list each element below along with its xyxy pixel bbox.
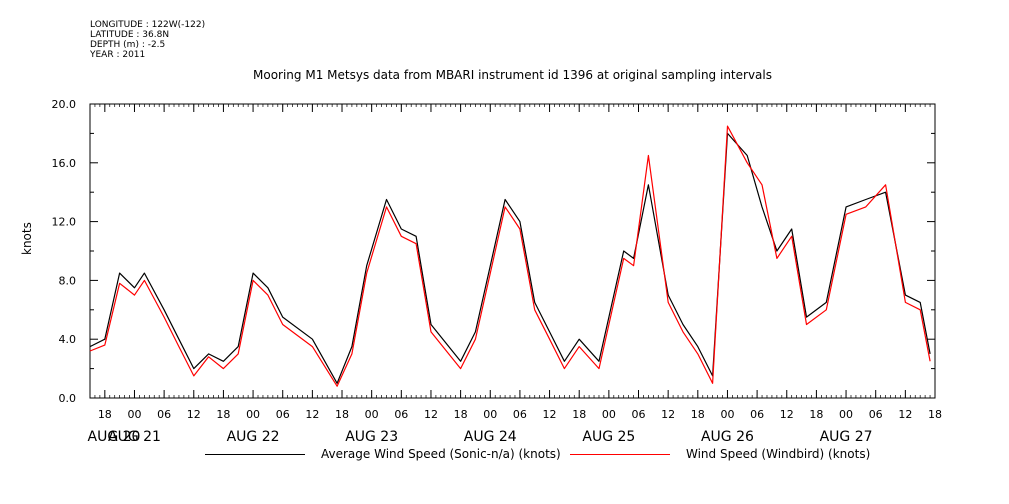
x-hour-label: 06 <box>157 408 171 421</box>
x-day-label: AUG 27 <box>820 429 873 445</box>
x-hour-label: 00 <box>127 408 141 421</box>
x-hour-label: 12 <box>424 408 438 421</box>
x-hour-label: 18 <box>928 408 942 421</box>
year-text: YEAR : 2011 <box>90 50 146 60</box>
y-tick-label: 8.0 <box>59 274 77 287</box>
x-hour-label: 06 <box>750 408 764 421</box>
x-hour-label: 00 <box>483 408 497 421</box>
depth-text: DEPTH (m) : -2.5 <box>90 40 166 50</box>
x-hour-label: 06 <box>394 408 408 421</box>
x-day-label: AUG 21 <box>108 429 161 445</box>
x-hour-label: 12 <box>661 408 675 421</box>
legend-line-windbird <box>570 454 670 455</box>
plot-frame <box>89 103 936 399</box>
x-day-label: AUG 24 <box>464 429 517 445</box>
x-hour-label: 00 <box>839 408 853 421</box>
y-tick-label: 20.0 <box>52 98 77 111</box>
x-hour-label: 06 <box>632 408 646 421</box>
x-hour-label: 18 <box>572 408 586 421</box>
x-hour-label: 18 <box>98 408 112 421</box>
latitude-text: LATITUDE : 36.8N <box>90 30 170 40</box>
x-hour-label: 12 <box>187 408 201 421</box>
x-day-label: AUG 20 <box>88 429 141 445</box>
y-tick-label: 16.0 <box>52 157 77 170</box>
x-hour-label: 12 <box>898 408 912 421</box>
metadata-block: LONGITUDE : 122W(-122) LATITUDE : 36.8N … <box>90 20 205 60</box>
x-hour-label: 00 <box>365 408 379 421</box>
x-day-label: AUG 22 <box>227 429 280 445</box>
x-hour-label: 06 <box>869 408 883 421</box>
x-hour-label: 18 <box>809 408 823 421</box>
x-hour-label: 00 <box>720 408 734 421</box>
chart-title: Mooring M1 Metsys data from MBARI instru… <box>253 68 772 82</box>
legend-line-sonic <box>205 454 305 455</box>
x-day-label: AUG 25 <box>582 429 635 445</box>
series-line-sonic <box>89 132 931 384</box>
legend-entry-sonic: Average Wind Speed (Sonic-n/a) (knots) <box>205 447 561 461</box>
x-hour-label: 06 <box>276 408 290 421</box>
x-hour-label: 18 <box>335 408 349 421</box>
y-tick-label: 0.0 <box>59 392 77 405</box>
x-hour-label: 12 <box>780 408 794 421</box>
x-hour-label: 00 <box>246 408 260 421</box>
x-day-label: AUG 23 <box>345 429 398 445</box>
series-line-windbird <box>89 125 931 387</box>
y-tick-label: 4.0 <box>59 333 77 346</box>
x-hour-label: 06 <box>513 408 527 421</box>
x-day-label: AUG 26 <box>701 429 754 445</box>
x-hour-label: 18 <box>216 408 230 421</box>
y-tick-label: 12.0 <box>52 216 77 229</box>
legend-label-windbird: Wind Speed (Windbird) (knots) <box>686 447 871 461</box>
x-hour-label: 00 <box>602 408 616 421</box>
longitude-text: LONGITUDE : 122W(-122) <box>90 20 206 30</box>
legend-entry-windbird: Wind Speed (Windbird) (knots) <box>570 447 870 461</box>
legend-label-sonic: Average Wind Speed (Sonic-n/a) (knots) <box>321 447 561 461</box>
x-hour-label: 12 <box>305 408 319 421</box>
x-hour-label: 18 <box>691 408 705 421</box>
x-hour-label: 12 <box>543 408 557 421</box>
x-hour-label: 18 <box>454 408 468 421</box>
